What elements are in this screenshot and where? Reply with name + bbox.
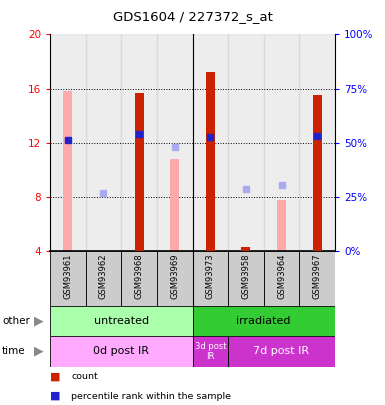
- Text: ■: ■: [50, 372, 60, 382]
- Bar: [192, 336, 228, 367]
- Text: GSM93973: GSM93973: [206, 254, 215, 299]
- Text: GDS1604 / 227372_s_at: GDS1604 / 227372_s_at: [112, 10, 273, 23]
- Bar: [264, 34, 300, 251]
- Bar: [241, 247, 250, 251]
- Bar: [64, 91, 72, 251]
- Text: GSM93958: GSM93958: [241, 254, 250, 299]
- Bar: [50, 34, 85, 251]
- Text: 0d post IR: 0d post IR: [93, 346, 149, 356]
- Bar: [228, 34, 264, 251]
- Text: GSM93968: GSM93968: [135, 254, 144, 299]
- Bar: [264, 251, 300, 306]
- Bar: [228, 336, 335, 367]
- Bar: [277, 200, 286, 251]
- Bar: [121, 251, 157, 306]
- Text: GSM93964: GSM93964: [277, 254, 286, 299]
- Text: GSM93969: GSM93969: [170, 254, 179, 299]
- Bar: [206, 72, 215, 251]
- Text: GSM93961: GSM93961: [64, 254, 72, 299]
- Text: untreated: untreated: [94, 316, 149, 326]
- Bar: [50, 306, 192, 336]
- Text: ▶: ▶: [34, 314, 43, 328]
- Text: GSM93967: GSM93967: [313, 254, 321, 299]
- Text: ▶: ▶: [34, 345, 43, 358]
- Bar: [135, 93, 144, 251]
- Text: percentile rank within the sample: percentile rank within the sample: [71, 392, 231, 401]
- Text: count: count: [71, 372, 98, 381]
- Text: 3d post
IR: 3d post IR: [194, 342, 226, 361]
- Bar: [157, 34, 192, 251]
- Text: GSM93962: GSM93962: [99, 254, 108, 299]
- Text: other: other: [2, 316, 30, 326]
- Bar: [300, 251, 335, 306]
- Text: ■: ■: [50, 391, 60, 401]
- Bar: [192, 306, 335, 336]
- Bar: [192, 251, 228, 306]
- Bar: [192, 34, 228, 251]
- Bar: [121, 34, 157, 251]
- Text: time: time: [2, 346, 25, 356]
- Bar: [228, 251, 264, 306]
- Bar: [157, 251, 192, 306]
- Bar: [85, 34, 121, 251]
- Bar: [85, 251, 121, 306]
- Text: irradiated: irradiated: [236, 316, 291, 326]
- Text: 7d post IR: 7d post IR: [253, 346, 310, 356]
- Bar: [300, 34, 335, 251]
- Bar: [313, 95, 321, 251]
- Bar: [50, 336, 192, 367]
- Bar: [50, 251, 85, 306]
- Bar: [170, 159, 179, 251]
